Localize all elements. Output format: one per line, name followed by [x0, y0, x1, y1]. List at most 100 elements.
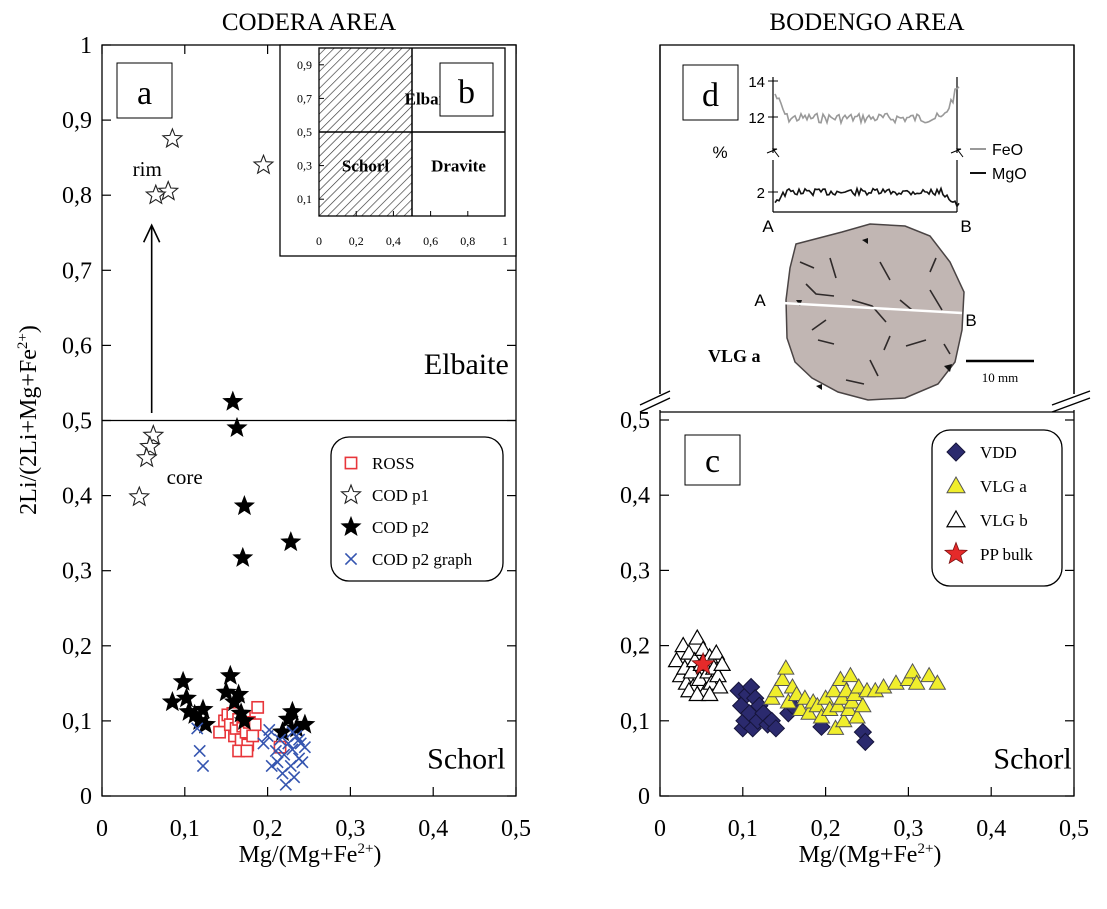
panel-b-label: b	[458, 74, 475, 111]
point-cod-p1	[144, 183, 167, 205]
inset-b-y-tick-label: 0,5	[297, 125, 312, 139]
point-vdd	[856, 732, 875, 752]
point-pp-bulk	[691, 651, 716, 675]
point-vlg-a	[829, 696, 847, 713]
point-vlg-a	[779, 692, 798, 709]
legend-a-label: COD p2	[372, 518, 429, 537]
section-point-b: B	[965, 311, 976, 330]
panel-a-label: a	[137, 75, 152, 112]
point-cod-p2	[228, 683, 250, 704]
point-cod-p2-graph	[273, 733, 287, 746]
point-cod-p1	[128, 485, 151, 507]
point-cod-p1	[135, 446, 158, 468]
point-ross	[251, 700, 265, 714]
inset-b-y-tick-label: 0,1	[297, 192, 312, 206]
sample-section-image	[785, 223, 965, 401]
point-vlg-a	[825, 681, 843, 698]
point-cod-p2	[194, 713, 217, 734]
panel-c-label-box	[684, 434, 741, 486]
point-cod-p2-graph	[287, 771, 301, 784]
x-tick-label-a: 0,5	[501, 816, 531, 842]
y-tick-label-a: 0,6	[62, 333, 92, 359]
point-vlg-a	[762, 689, 781, 705]
x-axis-label-a-close: )	[373, 842, 381, 868]
panel-d-label-box	[682, 64, 739, 121]
legend-a-box	[330, 436, 504, 582]
point-vlg-a	[887, 674, 905, 690]
point-cod-p1	[161, 127, 184, 149]
panel-b-label-box	[439, 62, 494, 117]
point-cod-p2	[232, 546, 254, 567]
legend-c-marker-vlg-b	[945, 509, 967, 528]
legend-c-label: VDD	[980, 443, 1017, 462]
sample-section-cracks	[799, 257, 951, 385]
chart-a-title: CODERA AREA	[222, 9, 396, 36]
region-label-schorl: Schorl	[427, 742, 505, 775]
y-axis-label-a-close: )	[16, 325, 42, 333]
scale-bar-label: 10 mm	[982, 370, 1018, 385]
x-axis-label-c-main: Mg/(Mg+Fe	[799, 842, 918, 868]
y-tick-label-a: 0,5	[62, 409, 92, 435]
point-cod-p2-graph	[296, 756, 309, 769]
legend-a-marker-ross	[344, 456, 358, 470]
point-cod-p2-graph	[277, 748, 291, 761]
y-tick-label-a: 0,9	[62, 108, 92, 134]
point-vlg-a	[767, 681, 785, 698]
point-cod-p2	[226, 416, 248, 438]
panel-c-label: c	[705, 443, 720, 480]
profile-tick-label-14: 14	[748, 74, 765, 91]
y-tick-label-a: 0,4	[62, 484, 92, 510]
x-tick-label-c: 0,2	[811, 816, 841, 842]
legend-c-label: VLG b	[980, 511, 1028, 530]
profile-mgo-line	[774, 185, 960, 209]
point-vlg-a	[800, 704, 818, 720]
point-vlg-a	[848, 708, 866, 724]
sample-label: VLG a	[708, 346, 761, 366]
legend-c-marker-vdd	[946, 442, 966, 462]
rim-arrow-head	[142, 223, 161, 243]
inset-b-x-tick-label: 0,2	[349, 234, 364, 248]
legend-a-marker-cod-p1	[340, 483, 362, 505]
y-axis-label-a-superscript: 2+	[15, 333, 31, 349]
profile-break-left	[766, 148, 780, 158]
region-label-schorl-c: Schorl	[993, 742, 1071, 775]
legend-a-label: COD p1	[372, 486, 429, 505]
point-cod-p2	[172, 670, 194, 691]
legend-c-label: PP bulk	[980, 545, 1033, 564]
point-vlg-b	[700, 685, 719, 702]
point-cod-p2	[233, 709, 255, 730]
point-ross	[240, 744, 254, 758]
point-cod-p2-graph	[298, 741, 312, 754]
point-vlg-a	[826, 719, 845, 735]
point-cod-p2	[222, 390, 244, 411]
profile-tick-label-12: 12	[748, 110, 765, 127]
x-tick-label-a: 0,2	[253, 816, 283, 842]
x-axis-label-a: Mg/(Mg+Fe2+)	[239, 841, 382, 868]
x-tick-label-a: 0,4	[418, 816, 448, 842]
legend-c: VDD VLG a VLG b PP bulk	[943, 442, 1033, 565]
point-cod-p2-graph	[286, 743, 299, 756]
y-tick-label-c: 0,4	[620, 483, 650, 509]
legend-a-marker-cod-p2	[340, 515, 362, 536]
inset-b-region-dravite: Dravite	[431, 157, 486, 176]
point-cod-p2-graph	[265, 759, 278, 773]
axis-break-mark-left-1	[639, 397, 671, 413]
legend-feo-label: FeO	[992, 142, 1023, 159]
legend-mgo-label: MgO	[992, 166, 1027, 183]
x-axis-label-a-main: Mg/(Mg+Fe	[239, 842, 358, 868]
inset-b-x-tick-label: 0,8	[460, 234, 475, 248]
inset-b-y-tick-label: 0,7	[297, 91, 312, 105]
x-tick-label-a: 0,3	[335, 816, 365, 842]
plot-a-ticks: 0 0,1 0,2 0,3 0,4 0,5 0 0,1 0,2 0,3 0,4 0,5 0,6 0,7 0,…	[62, 33, 531, 842]
inset-b-ticks: 0 0,2 0,4 0,6 0,8 1 0,1 0,3 0,5 0,7 0,9	[297, 58, 508, 248]
legend-c-marker-pp-bulk	[943, 541, 969, 565]
x-tick-label-c: 0,3	[893, 816, 923, 842]
legend-a-label: COD p2 graph	[372, 550, 473, 569]
point-ross	[213, 725, 227, 739]
point-vlg-b	[688, 685, 707, 702]
y-tick-label-a: 0,2	[62, 634, 92, 660]
plot-a-points	[128, 127, 316, 791]
point-cod-p2-graph	[292, 733, 306, 746]
axis-break-mark-right-2	[1051, 390, 1091, 406]
